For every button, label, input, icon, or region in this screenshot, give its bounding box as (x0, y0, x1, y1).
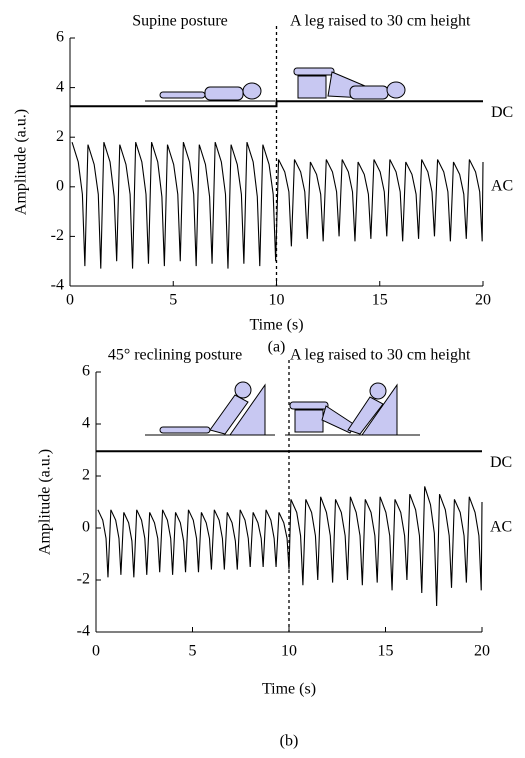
icon-body (209, 394, 249, 435)
annotation: 45° reclining posture (108, 347, 242, 364)
icon-body (349, 85, 389, 100)
panel-label: (b) (280, 733, 299, 750)
x-tick-label: 5 (169, 292, 177, 309)
y-tick-label: 2 (82, 467, 90, 484)
x-tick-label: 20 (474, 643, 490, 660)
y-tick-label: 2 (56, 128, 64, 145)
posture-icons-b (145, 381, 420, 436)
icon-legs (159, 91, 206, 99)
icon-thigh (321, 405, 356, 434)
series-line (70, 100, 483, 108)
y-tick-label: -2 (77, 571, 90, 588)
x-tick-label: 10 (281, 643, 297, 660)
y-tick-label: 6 (56, 29, 64, 46)
icon-head (369, 382, 387, 400)
x-tick-label: 15 (372, 292, 388, 309)
y-tick-label: 6 (82, 363, 90, 380)
x-tick-label: 10 (269, 292, 285, 309)
x-tick-label: 5 (189, 643, 197, 660)
posture-icons-a (145, 67, 415, 102)
icon-head (386, 81, 406, 99)
annotation: AC (490, 519, 512, 536)
icon-head (242, 82, 262, 100)
x-tick-label: 0 (92, 643, 100, 660)
y-tick-label: -4 (51, 277, 64, 294)
icon-legs (289, 401, 329, 410)
y-tick-label: 4 (82, 415, 90, 432)
series-line (71, 141, 484, 269)
y-tick-label: 0 (82, 519, 90, 536)
icon-block (297, 75, 327, 99)
x-axis-label: Time (s) (249, 317, 303, 334)
y-tick-label: 0 (56, 177, 64, 194)
icon-backrest (229, 383, 266, 436)
annotation: AC (491, 177, 513, 194)
y-tick-label: 4 (56, 78, 64, 95)
annotation: A leg raised to 30 cm height (290, 347, 471, 364)
x-axis-label: Time (s) (262, 681, 316, 698)
icon-legs (293, 67, 335, 76)
y-axis-label: Amplitude (a.u.) (37, 449, 54, 555)
icon-head (234, 381, 252, 399)
x-tick-label: 15 (378, 643, 394, 660)
icon-legs (159, 426, 211, 434)
icon-body (347, 396, 384, 435)
annotation: DC (491, 104, 513, 121)
icon-backrest (361, 383, 398, 436)
series-line (97, 486, 483, 607)
annotation: Supine posture (132, 13, 228, 30)
icon-body (204, 86, 244, 101)
x-tick-label: 20 (475, 292, 491, 309)
panel-label: (a) (268, 339, 286, 356)
annotation: DC (490, 454, 512, 471)
y-tick-label: -2 (51, 227, 64, 244)
x-tick-label: 0 (66, 292, 74, 309)
icon-block (294, 409, 324, 433)
y-axis-label: Amplitude (a.u.) (13, 109, 30, 215)
annotation: A leg raised to 30 cm height (290, 13, 471, 30)
y-tick-label: -4 (77, 623, 90, 640)
